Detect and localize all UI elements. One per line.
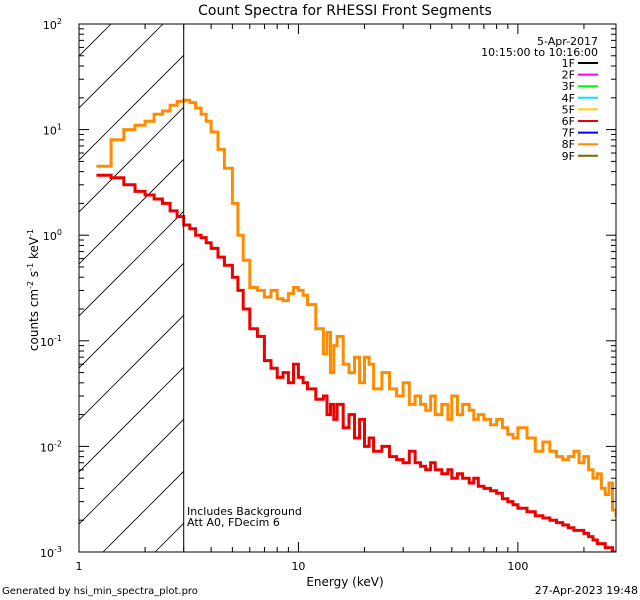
- y-axis-label: counts cm-2 s-1 keV-1: [26, 229, 41, 351]
- legend-label-2F: 2F: [562, 69, 575, 82]
- x-tick-label: 1: [76, 560, 83, 573]
- hatch-line: [79, 418, 184, 525]
- legend-label-4F: 4F: [562, 92, 575, 105]
- hatch-lines: [0, 0, 640, 552]
- series-8F: [96, 98, 616, 518]
- annotation-attenuator: Att A0, FDecim 6: [187, 516, 280, 529]
- x-tick-label: 100: [507, 560, 528, 573]
- series-6F: [96, 173, 616, 552]
- hatch-line: [519, 0, 640, 552]
- axis-ticks: [78, 24, 616, 553]
- hatch-line: [571, 0, 640, 552]
- legend-label-6F: 6F: [562, 115, 575, 128]
- hatch-line: [363, 0, 640, 552]
- y-tick-label: 10-3: [40, 545, 62, 560]
- chart-title: Count Spectra for RHESSI Front Segments: [198, 3, 492, 19]
- y-tick-label: 101: [43, 123, 62, 138]
- hatch-line: [79, 366, 184, 473]
- legend-label-7F: 7F: [562, 127, 575, 140]
- hatch-line: [623, 0, 640, 552]
- hatch-line: [79, 106, 184, 213]
- hatch-line: [79, 24, 112, 57]
- hatch-line: [207, 0, 640, 552]
- hatch-line: [79, 158, 184, 265]
- hatch-line: [467, 0, 640, 552]
- y-tick-label: 100: [43, 228, 62, 243]
- legend-label-3F: 3F: [562, 80, 575, 93]
- annotation-background: Includes Background: [187, 505, 302, 518]
- hatched-region: [0, 0, 640, 552]
- x-axis-label: Energy (keV): [306, 575, 383, 589]
- y-tick-label: 102: [43, 17, 62, 32]
- hatch-line: [79, 210, 184, 317]
- plot-frame: [78, 23, 617, 553]
- footer-timestamp: 27-Apr-2023 19:48: [535, 584, 638, 597]
- series-layer: [96, 98, 616, 552]
- legend-label-1F: 1F: [562, 57, 575, 70]
- y-tick-label: 10-1: [40, 334, 62, 349]
- generated-by-text: Generated by hsi_min_spectra_plot.pro: [2, 586, 198, 597]
- hatch-line: [79, 54, 184, 161]
- hatch-line: [79, 262, 184, 369]
- hatch-line: [79, 24, 164, 109]
- legend-label-5F: 5F: [562, 103, 575, 116]
- y-tick-label: 10-2: [40, 439, 62, 454]
- axis-tick-labels: 1 10 100 10-3 10-2 10-1 100 101 102: [40, 17, 528, 573]
- legend-date: 5-Apr-2017: [537, 35, 598, 48]
- x-tick-label: 10: [291, 560, 305, 573]
- legend-time-range: 10:15:00 to 10:16:00: [481, 46, 598, 59]
- hatch-line: [0, 0, 131, 552]
- legend-label-8F: 8F: [562, 138, 575, 151]
- legend-label-9F: 9F: [562, 150, 575, 163]
